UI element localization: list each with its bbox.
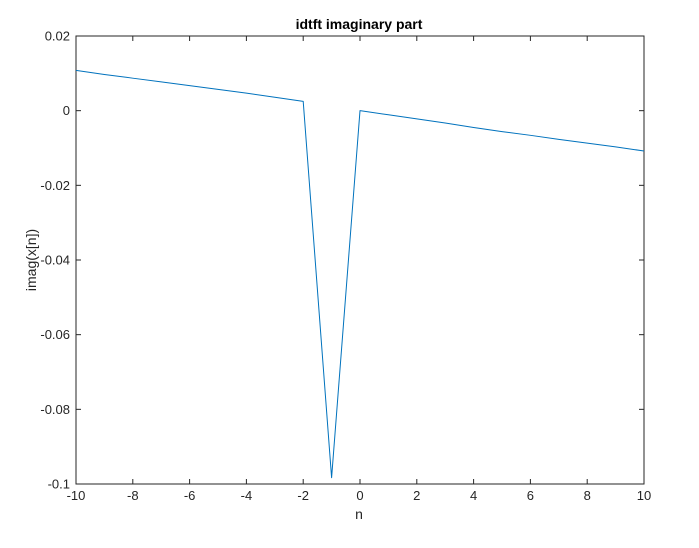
plot-area (75, 35, 645, 485)
x-tick-label: -2 (297, 488, 309, 503)
x-tick-label: 10 (637, 488, 651, 503)
x-tick-label: -4 (241, 488, 253, 503)
y-tick-label: -0.02 (40, 178, 70, 193)
y-tick-label: -0.08 (40, 402, 70, 417)
x-tick-label: -8 (127, 488, 139, 503)
y-axis-label: imag(x[n]) (23, 229, 39, 291)
plot-frame (75, 35, 645, 485)
x-tick-label: 8 (584, 488, 591, 503)
y-tick-label: -0.1 (48, 477, 70, 492)
y-tick-label: -0.04 (40, 253, 70, 268)
x-axis: -10 -8 -6 -4 -2 0 2 4 6 8 10 (67, 36, 651, 503)
chart-title: idtft imaginary part (296, 16, 423, 32)
x-tick-label: 2 (413, 488, 420, 503)
x-tick-label: -10 (67, 488, 86, 503)
x-axis-label: n (355, 506, 363, 522)
y-tick-label: 0 (63, 103, 70, 118)
y-tick-label: 0.02 (45, 29, 70, 44)
series-group (75, 69, 645, 479)
x-tick-label: -6 (184, 488, 196, 503)
x-tick-label: 0 (356, 488, 363, 503)
y-tick-label: -0.06 (40, 327, 70, 342)
y-axis: 0.02 0 -0.02 -0.04 -0.06 -0.08 -0.1 (40, 29, 644, 492)
x-tick-label: 4 (470, 488, 477, 503)
x-tick-label: 6 (527, 488, 534, 503)
